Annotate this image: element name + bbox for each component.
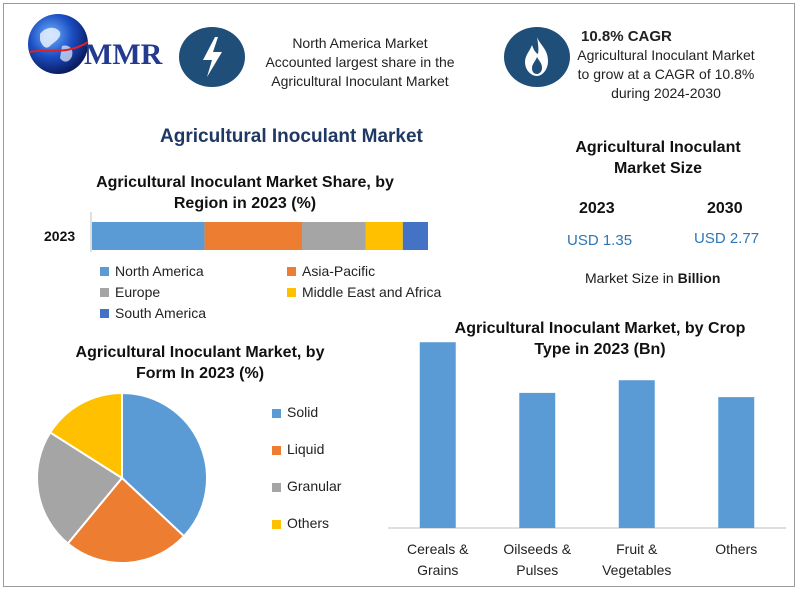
crop-title-line2: Type in 2023 (Bn) — [534, 341, 666, 358]
region-bar-asia-pacific — [204, 222, 302, 250]
form-legend-swatch — [272, 483, 281, 492]
note1-line3: Agricultural Inoculant Market — [271, 73, 449, 89]
region-legend-swatch — [100, 287, 109, 297]
region-legend-label: Middle East and Africa — [302, 284, 442, 300]
crop-category-label: Fruit & Vegetables — [602, 541, 671, 578]
region-legend-swatch — [100, 308, 109, 318]
form-legend-swatch — [272, 446, 281, 455]
market-size-title: Agricultural Inoculant Market Size — [548, 137, 768, 179]
form-legend-swatch — [272, 409, 281, 418]
region-legend-label: Europe — [115, 284, 161, 300]
logo-text: MMR — [84, 38, 163, 71]
crop-bar-chart: Cereals & Grains Oilseeds & Pulses Fruit & Ve… — [388, 342, 786, 578]
cagr-line3: during 2024-2030 — [611, 85, 721, 101]
form-legend-item: Liquid — [272, 441, 382, 478]
form-legend-item: Granular — [272, 478, 382, 515]
form-legend-item: Solid — [272, 404, 382, 441]
lightning-bolt-icon — [203, 37, 222, 77]
region-bar-north-america — [92, 222, 205, 250]
form-title-line2: Form In 2023 (%) — [135, 365, 265, 382]
crop-category-label: Cereals & Grains — [407, 541, 469, 578]
cagr-line2: to grow at a CAGR of 10.8% — [577, 66, 755, 82]
cagr-title: 10.8% CAGR — [581, 28, 672, 45]
region-legend-item: Middle East and Africa — [287, 284, 441, 300]
crop-chart-title: Agricultural Inoculant Market, by Crop T… — [435, 318, 765, 360]
region-legend: North America Asia-Pacific Europe Middle Ea… — [100, 263, 480, 323]
region-legend-label: South America — [115, 305, 207, 321]
region-legend-item: North America — [100, 263, 204, 279]
year-2023-label: 2023 — [579, 200, 615, 217]
region-legend-swatch — [287, 266, 296, 276]
region-legend-swatch — [287, 287, 296, 297]
region-bar-europe — [302, 222, 366, 250]
flame-icon — [525, 37, 548, 76]
region-stacked-bar-chart: 2023 — [44, 212, 428, 252]
crop-bar-oilseeds-pulses — [519, 392, 556, 528]
note1-line2: Accounted largest share in the — [265, 54, 455, 70]
region-legend-label: North America — [115, 263, 204, 279]
form-legend-label: Others — [287, 515, 330, 531]
crop-bar-others — [718, 397, 755, 528]
value-2023: USD 1.35 — [567, 232, 633, 249]
region-legend-swatch — [100, 266, 109, 276]
market-size-unit: Market Size in Billion — [585, 270, 720, 286]
region-legend-item: South America — [100, 305, 206, 321]
globe-logo-icon — [28, 14, 89, 74]
crop-bar-fruit-vegetables — [618, 380, 655, 528]
region-legend-item: Europe — [100, 284, 160, 300]
north-america-note: North America Market Accounted largest s… — [250, 34, 470, 91]
crop-title-line1: Agricultural Inoculant Market, by Crop — [454, 320, 746, 337]
region-bar-south-america — [402, 222, 428, 250]
cagr-note: Agricultural Inoculant Market to grow at… — [566, 46, 766, 103]
form-chart-title: Agricultural Inoculant Market, by Form I… — [50, 342, 350, 384]
crop-category-label: Oilseeds & Pulses — [503, 541, 571, 578]
form-legend-label: Solid — [287, 404, 319, 420]
market-size-title-line1: Agricultural Inoculant — [575, 139, 741, 156]
form-legend-label: Liquid — [287, 441, 325, 457]
pie-slice-liquid — [66, 476, 186, 564]
pie-slice-others — [48, 391, 123, 480]
pie-slice-granular — [36, 431, 124, 545]
value-2030: USD 2.77 — [694, 230, 760, 247]
form-legend: Solid Liquid Granular Others — [272, 404, 382, 552]
form-legend-label: Granular — [287, 478, 342, 494]
form-legend-item: Others — [272, 515, 382, 552]
cagr-line1: Agricultural Inoculant Market — [577, 47, 755, 63]
main-title: Agricultural Inoculant Market — [160, 126, 423, 147]
unit-bold: Billion — [677, 270, 721, 286]
region-bar-middle-east-and-africa — [365, 222, 403, 250]
region-legend-item: Asia-Pacific — [287, 263, 375, 279]
region-title-line2: Region in 2023 (%) — [173, 195, 317, 212]
crop-category-label: Others — [715, 541, 757, 557]
year-2030-label: 2030 — [707, 200, 743, 217]
region-chart-title: Agricultural Inoculant Market Share, by … — [80, 172, 410, 214]
note1-line1: North America Market — [292, 35, 428, 51]
infographic-frame — [3, 3, 795, 587]
form-legend-swatch — [272, 520, 281, 529]
pie-slice-solid — [121, 391, 208, 538]
region-legend-label: Asia-Pacific — [302, 263, 376, 279]
flame-icon-circle — [504, 27, 570, 87]
market-size-title-line2: Market Size — [613, 160, 703, 177]
unit-prefix: Market Size in — [585, 270, 678, 286]
region-title-line1: Agricultural Inoculant Market Share, by — [96, 174, 394, 191]
crop-bar-cereals-grains — [419, 342, 456, 528]
lightning-bolt-icon-circle — [179, 27, 245, 87]
form-pie-chart — [36, 391, 208, 564]
form-title-line1: Agricultural Inoculant Market, by — [75, 344, 325, 361]
region-category-label: 2023 — [44, 228, 75, 244]
